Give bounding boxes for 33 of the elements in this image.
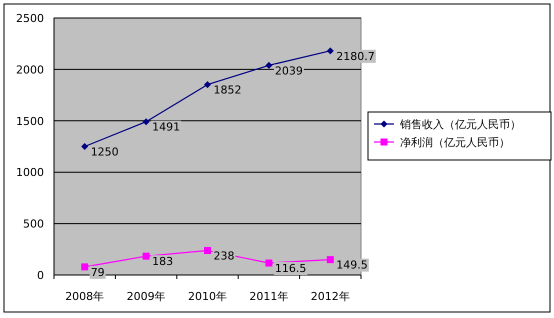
point xyxy=(81,143,88,150)
data-label: 183 xyxy=(152,255,174,268)
data-label: 2039 xyxy=(274,64,303,78)
data-label: 79 xyxy=(90,266,105,279)
y-tick-label: 2500 xyxy=(16,12,44,25)
data-label: 1491 xyxy=(152,120,180,134)
data-label: 2180.7 xyxy=(336,50,375,63)
data-label: 1852 xyxy=(214,84,242,97)
legend-label: 销售收入（亿元人民币） xyxy=(399,118,521,131)
point xyxy=(265,260,272,267)
data-label: 149.5 xyxy=(336,258,368,272)
x-tick-label: 2011年 xyxy=(249,290,288,303)
y-tick-label: 500 xyxy=(23,218,44,231)
x-tick-label: 2010年 xyxy=(188,290,227,303)
y-tick-label: 2000 xyxy=(16,63,44,76)
data-label: 238 xyxy=(214,250,234,263)
point xyxy=(204,247,211,254)
point xyxy=(265,62,272,69)
point xyxy=(326,256,334,264)
data-label: 116.5 xyxy=(274,262,306,276)
data-label: 1250 xyxy=(90,146,119,158)
point xyxy=(142,252,150,260)
y-tick-label: 1000 xyxy=(16,166,44,180)
y-tick-label: 1500 xyxy=(16,114,44,128)
x-tick-label: 2008年 xyxy=(65,290,104,303)
point xyxy=(142,118,150,126)
y-tick-label: 0 xyxy=(37,269,44,282)
point xyxy=(326,47,334,54)
legend-label: 净利润（亿元人民币） xyxy=(400,136,510,149)
x-tick-label: 2009年 xyxy=(126,290,166,303)
point xyxy=(204,81,211,88)
x-tick-label: 2012年 xyxy=(310,290,350,303)
point xyxy=(81,263,88,270)
